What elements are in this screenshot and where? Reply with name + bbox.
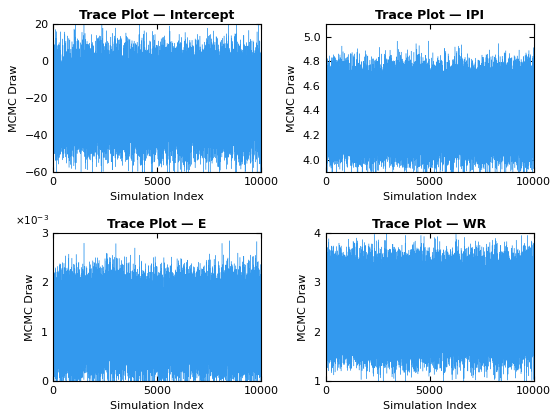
Title: Trace Plot — WR: Trace Plot — WR (372, 218, 487, 231)
X-axis label: Simulation Index: Simulation Index (110, 401, 204, 411)
Y-axis label: MCMC Draw: MCMC Draw (298, 273, 308, 341)
Title: Trace Plot — IPI: Trace Plot — IPI (375, 9, 484, 22)
X-axis label: Simulation Index: Simulation Index (110, 192, 204, 202)
Y-axis label: MCMC Draw: MCMC Draw (287, 65, 297, 132)
Title: Trace Plot — E: Trace Plot — E (107, 218, 207, 231)
X-axis label: Simulation Index: Simulation Index (382, 401, 477, 411)
Text: $\times10^{-3}$: $\times10^{-3}$ (15, 213, 49, 227)
Y-axis label: MCMC Draw: MCMC Draw (25, 273, 35, 341)
Y-axis label: MCMC Draw: MCMC Draw (9, 65, 19, 132)
X-axis label: Simulation Index: Simulation Index (382, 192, 477, 202)
Title: Trace Plot — Intercept: Trace Plot — Intercept (79, 9, 235, 22)
